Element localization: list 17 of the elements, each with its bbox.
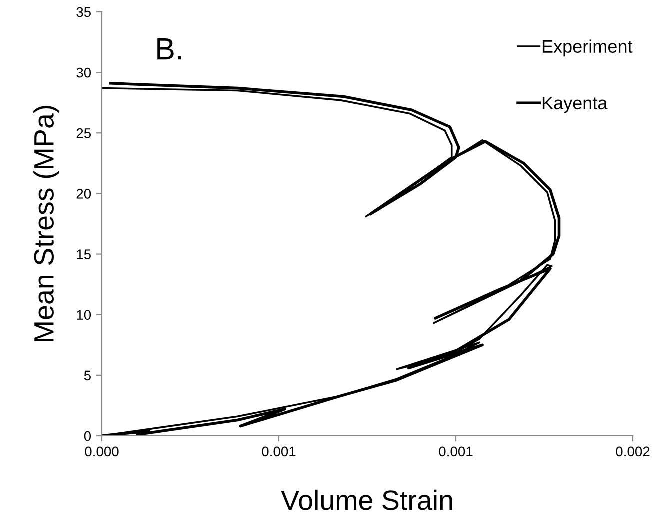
x-tick-label: 0.001 (439, 446, 473, 457)
y-tick-label: 30 (76, 68, 92, 78)
x-tick-label: 0.001 (262, 446, 296, 457)
y-tick-label: 20 (76, 189, 92, 199)
y-tick-label: 15 (77, 250, 92, 260)
x-tick-label: 0.000 (85, 446, 119, 457)
legend-label: Kayenta (542, 97, 608, 114)
y-axis-title: Mean Stress (MPa) (34, 106, 60, 342)
y-tick-label: 10 (77, 310, 92, 320)
y-tick-label: 25 (76, 128, 92, 138)
y-tick-label: 0 (84, 431, 92, 442)
x-axis-title: Volume Strain (281, 490, 452, 510)
legend-label: Experiment (542, 40, 633, 57)
x-tick-label: 0.002 (616, 446, 650, 457)
annotation: B. (158, 38, 182, 60)
y-tick-label: 5 (84, 370, 91, 381)
y-tick-label: 35 (76, 7, 92, 18)
